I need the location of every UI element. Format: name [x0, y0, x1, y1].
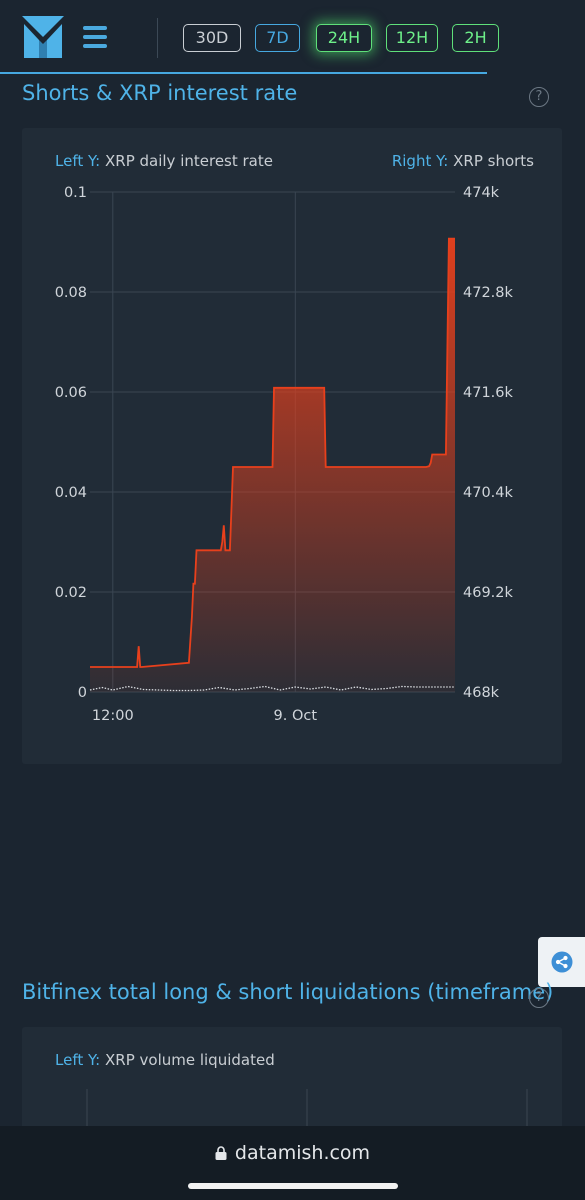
- right-y-tick-label: 474k: [463, 185, 500, 201]
- xrp-shorts-line: [90, 237, 455, 668]
- menu-icon[interactable]: [83, 26, 107, 48]
- xrp-shorts-area: [90, 238, 455, 692]
- liquidations-chart-card: Left Y: XRP volume liquidated: [22, 1027, 562, 1137]
- header-underline: [0, 72, 487, 74]
- right-axis-legend: Right Y: XRP shorts: [391, 152, 534, 170]
- right-y-tick-label: 469.2k: [463, 585, 514, 601]
- right-y-tick-label: 472.8k: [463, 285, 514, 301]
- header-divider: [157, 18, 158, 58]
- left-y-tick-label: 0.1: [64, 185, 87, 201]
- url-text: datamish.com: [234, 1142, 371, 1164]
- right-y-tick-label: 470.4k: [463, 485, 514, 501]
- xrp-interest-rate-line: [89, 685, 455, 692]
- right-y-tick-label: 471.6k: [463, 385, 514, 401]
- x-tick-label: 9. Oct: [274, 708, 318, 724]
- left-y-tick-label: 0.06: [55, 385, 87, 401]
- shorts-interest-chart-card: Left Y: XRP daily interest rate Right Y:…: [22, 128, 562, 764]
- section-title-liquidations: Bitfinex total long & short liquidations…: [22, 980, 554, 1004]
- timeframe-2h-button[interactable]: 2H: [452, 24, 499, 52]
- lock-icon: [215, 1146, 227, 1160]
- right-y-tick-label: 468k: [463, 685, 500, 701]
- left-axis-legend: Left Y: XRP daily interest rate: [55, 152, 273, 170]
- left-y-tick-label: 0.04: [55, 485, 87, 501]
- share-button[interactable]: [538, 937, 585, 987]
- share-icon: [551, 951, 573, 973]
- timeframe-30d-button[interactable]: 30D: [183, 24, 241, 52]
- left-y-tick-label: 0: [78, 685, 87, 701]
- x-tick-label: 12:00: [92, 708, 134, 724]
- home-indicator[interactable]: [188, 1183, 398, 1189]
- timeframe-12h-button[interactable]: 12H: [386, 24, 438, 52]
- help-icon[interactable]: ?: [529, 87, 549, 107]
- datamish-logo-icon[interactable]: [22, 16, 64, 58]
- help-icon-liquidations[interactable]: ?: [529, 988, 549, 1008]
- left-y-tick-label: 0.02: [55, 585, 87, 601]
- liquidations-chart: [86, 1089, 528, 1137]
- liquidations-left-axis-legend: Left Y: XRP volume liquidated: [55, 1051, 275, 1069]
- left-y-tick-label: 0.08: [55, 285, 87, 301]
- section-title-shorts-interest: Shorts & XRP interest rate: [22, 81, 298, 105]
- timeframe-7d-button[interactable]: 7D: [255, 24, 300, 52]
- shorts-interest-chart: 0 0.02 0.04 0.06 0.08 0.1 468k 469.2k 470.4k 471.…: [55, 185, 514, 724]
- top-bar: 30D 7D 24H 12H 2H: [0, 0, 585, 74]
- address-bar-url[interactable]: datamish.com: [0, 1142, 585, 1164]
- timeframe-24h-button[interactable]: 24H: [316, 24, 372, 52]
